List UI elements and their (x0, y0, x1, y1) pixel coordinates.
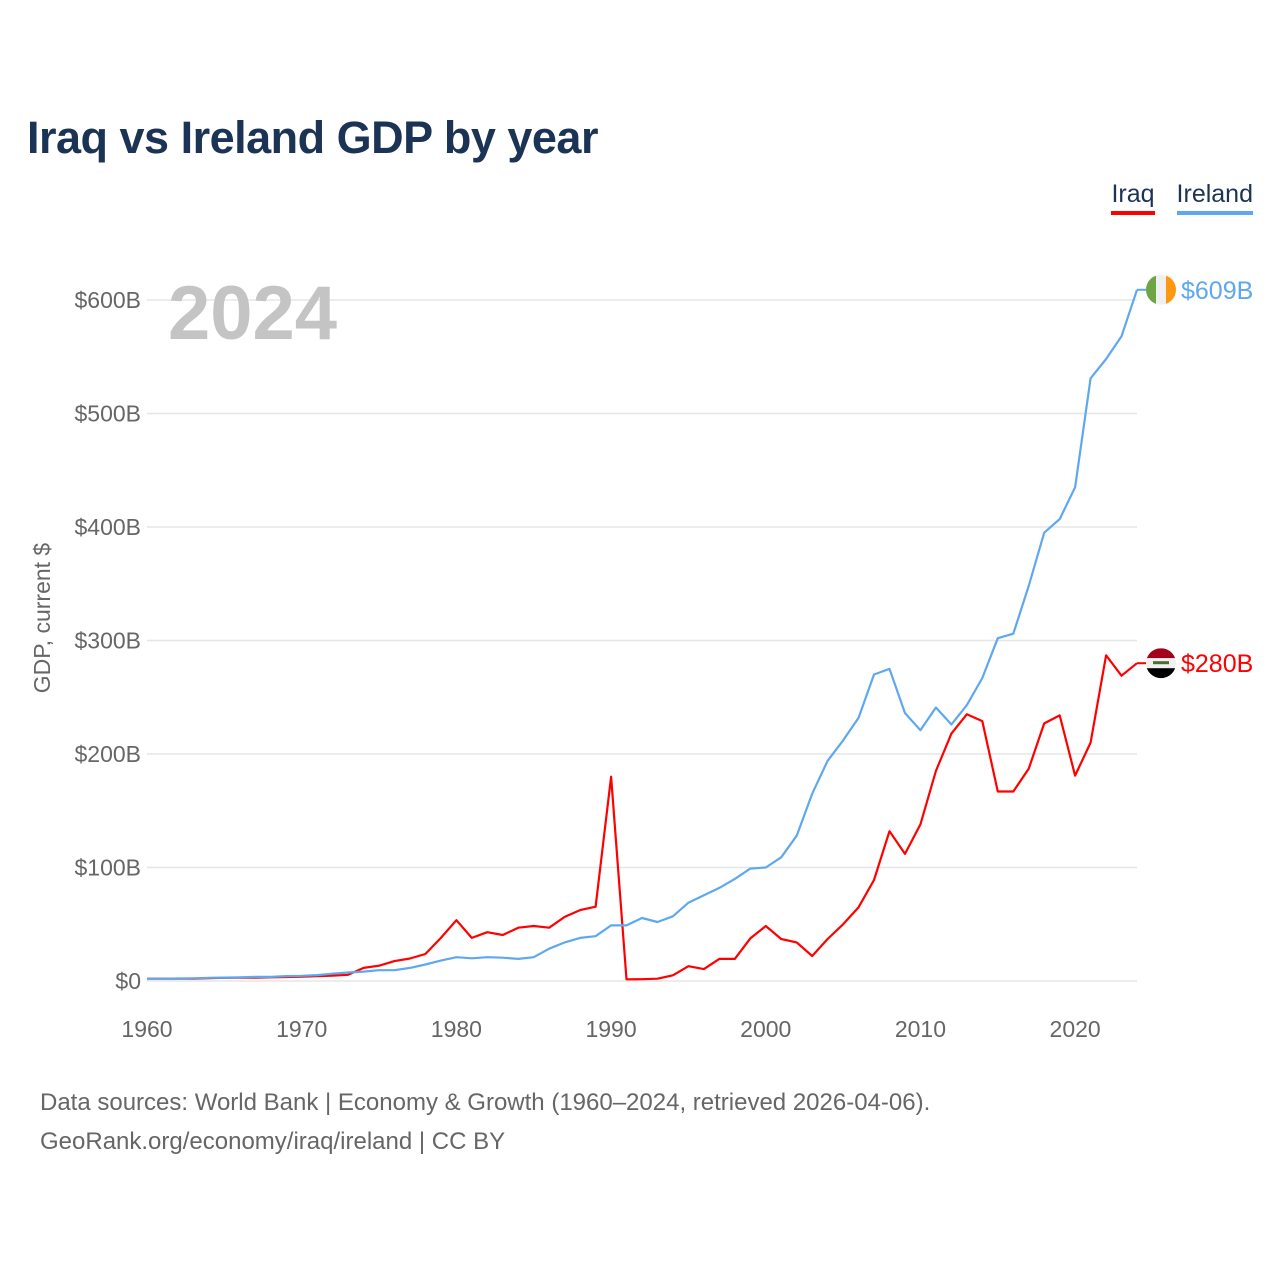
flag-stripe (1146, 274, 1156, 305)
y-tick-label: $400B (74, 514, 141, 540)
y-tick-label: $500B (74, 401, 141, 427)
flag-graphic (1146, 274, 1176, 305)
flag-graphic (1146, 648, 1176, 679)
x-tick-label: 2000 (740, 1016, 791, 1042)
flag-stripe (1146, 648, 1176, 659)
source-link[interactable]: GeoRank.org/economy/iraq/ireland | CC BY (40, 1128, 506, 1155)
x-tick-label: 2020 (1050, 1016, 1101, 1042)
end-value-label-ireland: $609B (1181, 277, 1253, 305)
flag-stripe (1156, 274, 1166, 305)
flag-ireland-icon (1146, 274, 1176, 305)
y-tick-label: $0 (115, 968, 141, 994)
y-tick-label: $300B (74, 628, 141, 654)
footer: Data sources: World Bank | Economy & Gro… (40, 1083, 930, 1161)
legend-item-iraq[interactable]: Iraq (1111, 180, 1155, 215)
x-tick-label: 1960 (121, 1016, 172, 1042)
flag-stripe (1166, 274, 1176, 305)
x-tick-label: 1970 (276, 1016, 327, 1042)
data-source-text: Data sources: World Bank | Economy & Gro… (40, 1089, 931, 1116)
series-line-iraq (147, 654, 1138, 981)
flag-iraq-icon (1146, 648, 1176, 679)
end-value-label-iraq: $280B (1181, 650, 1253, 678)
series-line-ireland (147, 289, 1139, 980)
x-tick-label: 2010 (895, 1016, 946, 1042)
x-tick-label: 1990 (585, 1016, 636, 1042)
y-tick-label: $600B (74, 287, 141, 313)
y-tick-label: $100B (74, 855, 141, 881)
flag-stripe (1146, 668, 1176, 679)
y-axis-label: GDP, current $ (29, 543, 55, 694)
chart-title: Iraq vs Ireland GDP by year (27, 112, 598, 163)
year-watermark: 2024 (168, 271, 337, 356)
x-tick-label: 1980 (431, 1016, 482, 1042)
y-tick-label: $200B (74, 741, 141, 767)
flag-emblem (1153, 661, 1169, 665)
legend: Iraq Ireland (1111, 180, 1253, 215)
legend-item-ireland[interactable]: Ireland (1176, 180, 1253, 215)
